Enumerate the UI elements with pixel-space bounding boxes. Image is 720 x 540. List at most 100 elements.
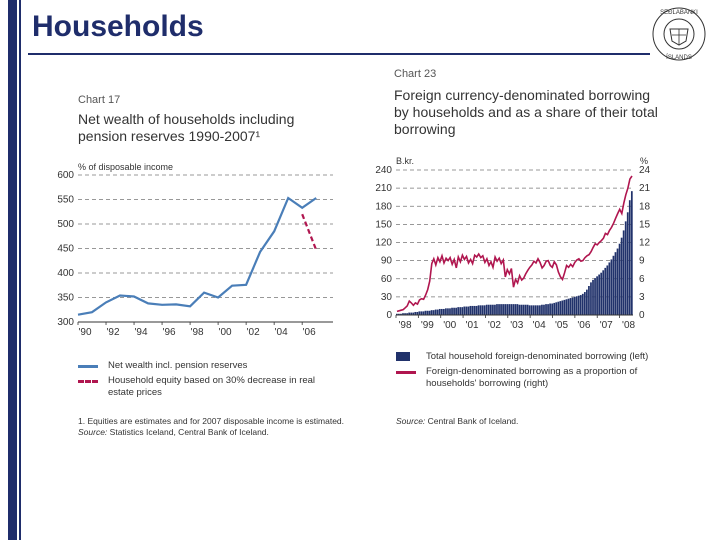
chart23-bar [524,304,527,315]
chart23-source: Source: Central Bank of Iceland. [396,416,518,427]
chart23-y-right-tick-label: 0 [639,310,645,321]
chart23-bar [624,221,627,315]
chart23-bar [416,311,419,315]
chart23-x-tick-label: '98 [398,320,411,330]
chart23-bar [565,299,568,315]
chart23-bar [608,262,611,315]
chart23-y-left-tick-label: 60 [381,274,393,285]
chart23-bar [514,304,517,316]
chart23-legend-item-proportion: Foreign-denominated borrowing as a propo… [396,366,696,390]
chart23-y-right-tick-label: 18 [639,201,651,212]
chart23-bar [555,302,558,315]
source-text: Statistics Iceland, Central Bank of Icel… [109,427,269,437]
chart23-bar [410,312,413,315]
chart23-bar [610,259,613,315]
chart23-bar [434,309,437,315]
chart17-title-line2: pension reserves 1990-2007¹ [78,128,261,144]
chart23-bar [408,312,410,315]
chart23-bar [475,305,478,315]
chart23-bar [481,305,484,315]
chart23-bar [445,308,447,315]
chart23-bar [449,308,451,315]
chart23-bar [489,304,492,315]
chart23-bar [428,310,431,315]
chart23-bar [426,310,429,315]
chart23-bar [438,308,441,315]
chart23-bar [455,307,457,315]
chart23-bar [630,191,633,315]
chart23-bar [626,212,629,315]
chart23-y-left-tick-label: 90 [381,256,393,267]
legend-label: Net wealth incl. pension reserves [108,360,248,371]
chart23-x-tick-label: '00 [443,320,456,330]
chart23-bar [422,311,425,316]
chart23-bar [539,305,541,315]
source-text: Central Bank of Iceland. [427,416,519,426]
chart17-legend: Net wealth incl. pension reserves Househ… [78,360,338,402]
chart17-source: Source: Statistics Iceland, Central Bank… [78,427,348,438]
chart23-bar [404,313,406,315]
chart23-title-line1: Foreign currency-denominated borrowing [394,87,651,103]
chart23-plot: 0 30 60 90 120 150 180 210 240 0 3 6 9 12 15 18 21 24 '98 '… [375,165,651,330]
chart23-bar [414,311,417,315]
chart17-y-tick-label: 500 [57,219,74,230]
chart17-x-tick-label: '00 [219,327,232,338]
chart23-bar [559,301,562,315]
chart23-bar [469,305,472,315]
chart23-bar [487,304,490,315]
chart17-y-tick-label: 300 [57,317,74,328]
chart23-y-left-tick-label: 30 [381,292,393,303]
chart17-y-tick-label: 450 [57,244,74,255]
chart17-footnote: 1. Equities are estimates and for 2007 d… [78,416,348,438]
chart23-bar [461,307,464,315]
chart23-bar [412,312,415,315]
chart23-legend-item-borrowing: Total household foreign-denominated borr… [396,351,696,363]
chart23-y-left-tick-label: 150 [375,219,392,230]
chart23-title-line2: by households and as a share of their to… [394,104,658,120]
chart23-bar [561,300,564,315]
chart23-bar [557,301,560,315]
legend-label-line2: households' borrowing (right) [426,378,549,389]
chart17-x-tick-label: '98 [191,327,204,338]
chart23-y-right-tick-label: 6 [639,274,645,285]
chart23-bar [477,305,480,315]
chart23-y-left-tick-label: 210 [375,183,392,194]
chart17-unit: % of disposable income [78,162,174,172]
chart23-bar [442,308,445,315]
title-underline [28,53,650,55]
chart17-x-tick-label: '04 [275,327,288,338]
chart23-bar [547,304,549,316]
chart23-x-tick-label: '02 [488,320,501,330]
legend-swatch-solid-line [78,365,98,368]
chart23-bar [436,309,439,315]
chart23-bar [600,272,603,315]
chart23-title-line3: borrowing [394,121,456,137]
chart17-x-tick-label: '90 [78,327,91,338]
legend-label-line1: Household equity based on 30% decrease i… [108,375,316,386]
chart23-bar [530,305,533,315]
chart23-bar [496,304,498,316]
chart17-x-tick-label: '06 [303,327,316,338]
legend-swatch-bar [396,352,410,361]
chart23-bar [628,200,631,315]
chart23-bar [571,297,574,315]
chart23-bar [516,304,519,316]
chart23-bar [604,267,607,316]
chart23-bar [567,298,570,315]
left-accent-line [19,0,21,540]
chart23-bar [590,282,592,316]
chart23-bar [447,308,449,315]
chart23-x-tick-label: '08 [622,320,635,330]
chart23-bar [459,307,462,315]
chart17-x-tick-label: '94 [135,327,148,338]
chart17-series-equity-line [301,213,318,251]
chart23-bar [618,243,621,315]
chart23-y-right-tick-label: 24 [639,165,651,176]
chart23-unit-left: B.kr. [396,156,415,166]
chart17-footnote-text: 1. Equities are estimates and for 2007 d… [78,416,345,426]
chart23-bar [512,304,515,316]
chart23-y-right-tick-label: 12 [639,238,651,249]
legend-label: Total household foreign-denominated borr… [426,351,649,362]
chart23-x-tick-label: '01 [466,320,479,330]
chart17-legend-item-net-wealth: Net wealth incl. pension reserves [78,360,338,372]
